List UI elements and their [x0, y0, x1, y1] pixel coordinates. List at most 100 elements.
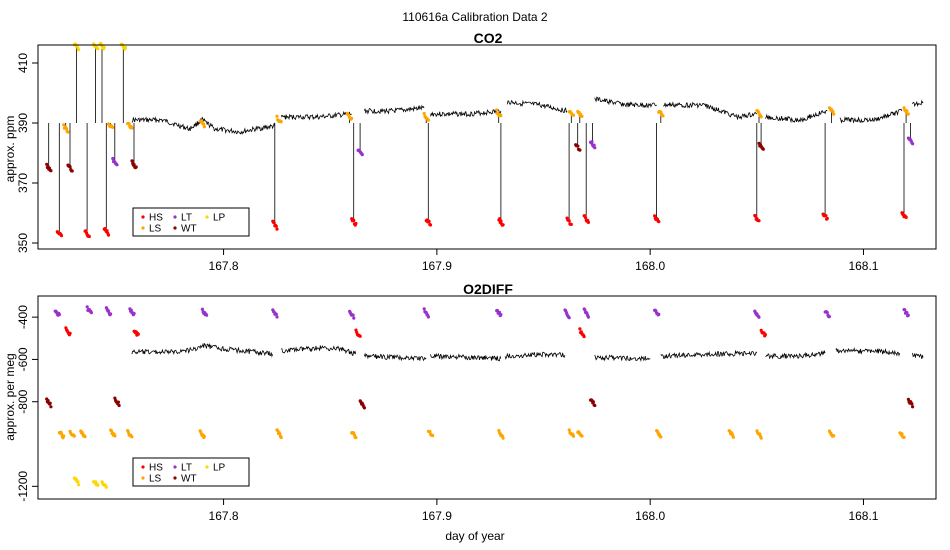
o2diff-x-tick-label-0: 167.8 — [209, 509, 239, 523]
svg-text:LS: LS — [149, 474, 162, 485]
co2-calibration-lt-10 — [111, 156, 119, 167]
o2diff-calibration-lt-17 — [200, 307, 209, 317]
o2diff-calibration-hs-39 — [759, 328, 768, 338]
o2diff-panel: O2DIFF approx. per meg 167.8 167.9 168.0 16… — [3, 281, 937, 543]
o2diff-calibration-lp-5 — [72, 476, 81, 487]
o2diff-y-tick-label-1: -800 — [16, 389, 30, 413]
o2diff-calibration-ls-13 — [126, 429, 134, 439]
co2-x-tick-label-3: 168.1 — [848, 259, 878, 273]
co2-calibration-hs-24 — [565, 216, 573, 226]
co2-calibration-wt-3 — [66, 163, 74, 173]
co2-ambient-trace-4 — [506, 99, 568, 114]
co2-calibration-hs-28 — [582, 214, 591, 224]
co2-ambient-trace-0 — [131, 116, 276, 136]
o2diff-ambient-trace-0 — [131, 342, 273, 358]
o2diff-calibration-lt-14 — [128, 307, 136, 317]
svg-text:WT: WT — [181, 474, 197, 485]
o2diff-calibration-ls-25 — [426, 429, 435, 438]
o2diff-ambient-trace-1 — [281, 345, 357, 356]
co2-calibration-ls-14 — [198, 119, 206, 129]
svg-text:LT: LT — [181, 213, 192, 224]
o2diff-calibration-lt-40 — [823, 310, 832, 319]
co2-ambient-trace-8 — [839, 108, 903, 124]
o2diff-x-tick-label-1: 167.9 — [422, 509, 452, 523]
o2diff-calibration-ls-6 — [79, 429, 87, 439]
o2diff-calibration-lt-32 — [582, 307, 591, 319]
co2-ambient-trace-3 — [430, 109, 502, 118]
co2-calibration-lt-39 — [906, 136, 915, 146]
o2diff-y-axis: -1200 -800 -600 -400 — [16, 305, 38, 502]
co2-calibration-lt-19 — [356, 148, 364, 157]
o2diff-calibration-ls-38 — [755, 429, 763, 440]
o2diff-calibration-hs-31 — [578, 327, 586, 339]
co2-calibration-ls-17 — [345, 111, 354, 121]
co2-y-label: approx. ppm — [3, 116, 17, 183]
co2-ambient-trace-9 — [912, 99, 924, 108]
co2-ambient-trace-7 — [765, 109, 828, 124]
o2diff-calibration-ls-42 — [898, 431, 906, 439]
o2diff-ambient-trace-8 — [835, 347, 901, 357]
co2-calibration-hs-21 — [424, 218, 433, 227]
o2diff-calibration-wt-44 — [906, 397, 915, 409]
o2diff-calibration-ls-27 — [497, 428, 505, 440]
co2-title: CO2 — [474, 30, 503, 46]
o2diff-calibration-lt-28 — [563, 308, 571, 320]
co2-x-tick-label-2: 168.0 — [635, 259, 665, 273]
co2-legend-box — [132, 207, 250, 237]
co2-x-tick-label-1: 167.9 — [422, 259, 452, 273]
o2diff-calibration-hs-3 — [64, 326, 72, 337]
co2-calibration-lp-7 — [98, 41, 106, 51]
o2diff-legend-entry-lt: LT — [173, 463, 192, 474]
o2diff-calibration-ls-11 — [109, 428, 117, 438]
o2diff-calibration-ls-19 — [275, 428, 283, 440]
svg-text:LT: LT — [181, 463, 192, 474]
svg-text:HS: HS — [149, 213, 163, 224]
o2diff-calibration-lp-9 — [100, 480, 108, 489]
o2diff-y-tick-label-2: -600 — [16, 347, 30, 371]
co2-x-axis: 167.8 167.9 168.0 168.1 — [209, 249, 879, 273]
o2diff-ambient-trace-5 — [594, 354, 651, 363]
co2-x-tick-label-0: 167.8 — [209, 259, 239, 273]
o2diff-calibration-lt-20 — [348, 309, 356, 320]
svg-text:LP: LP — [213, 463, 226, 474]
o2diff-calibration-ls-2 — [57, 430, 66, 440]
co2-legend-entry-lt: LT — [173, 213, 192, 224]
co2-calibration-hs-1 — [55, 230, 64, 238]
o2diff-calibration-lp-8 — [92, 480, 100, 487]
co2-ambient-trace-1 — [280, 110, 352, 121]
o2diff-legend-entry-wt: WT — [173, 474, 197, 485]
co2-calibration-wt-34 — [757, 141, 765, 151]
o2diff-calibration-lt-1 — [53, 309, 62, 317]
co2-y-tick-label-3: 410 — [16, 53, 30, 73]
co2-ambient-trace-5 — [594, 96, 657, 109]
o2diff-calibration-lt-26 — [495, 308, 503, 318]
o2diff-ambient-trace-4 — [504, 351, 566, 360]
o2diff-calibration-ls-29 — [567, 428, 576, 438]
co2-calibration-hs-18 — [350, 217, 358, 227]
o2diff-legend-entry-lp: LP — [205, 463, 226, 474]
svg-text:HS: HS — [149, 463, 163, 474]
co2-ambient-trace-2 — [364, 104, 425, 115]
co2-y-tick-label-1: 370 — [16, 173, 30, 193]
co2-legend-entry-lp: LP — [205, 213, 226, 224]
o2diff-calibration-lt-43 — [902, 308, 910, 318]
co2-legend-entry-ls: LS — [141, 224, 162, 235]
co2-calibration-wt-26 — [574, 143, 582, 152]
co2-calibration-wt-0 — [45, 162, 53, 173]
co2-calibration-hs-35 — [821, 212, 829, 221]
co2-plot-frame — [37, 44, 937, 250]
o2diff-calibration-lt-18 — [271, 308, 279, 319]
co2-y-axis: 350 370 390 410 — [16, 53, 38, 253]
svg-text:LP: LP — [213, 213, 226, 224]
co2-calibration-lp-6 — [92, 42, 100, 51]
co2-calibration-ls-33 — [755, 109, 763, 119]
o2diff-legend-box — [132, 457, 250, 487]
o2diff-ambient-trace-6 — [660, 349, 758, 359]
o2diff-calibration-lt-24 — [422, 307, 430, 319]
o2diff-calibration-ls-21 — [350, 431, 358, 440]
o2diff-calibration-lt-10 — [104, 306, 113, 317]
o2diff-calibration-wt-33 — [589, 398, 597, 408]
o2diff-calibration-hs-15 — [132, 329, 140, 337]
co2-y-tick-label-0: 350 — [16, 233, 30, 253]
